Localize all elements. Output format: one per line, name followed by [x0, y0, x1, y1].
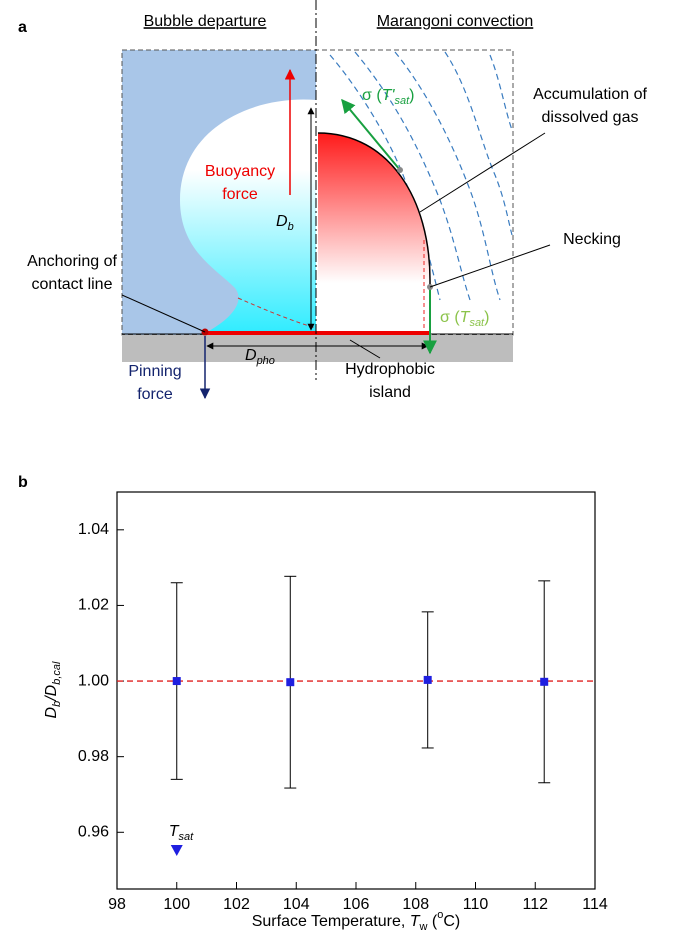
right-title: Marangoni convection — [377, 13, 534, 30]
leader — [349, 339, 381, 359]
x-tick-label: 108 — [402, 896, 429, 913]
point — [397, 167, 403, 173]
sigma-top-arrow — [341, 98, 401, 171]
db-label: Db — [276, 213, 294, 233]
point — [286, 678, 295, 687]
neck-line — [237, 297, 317, 329]
x-tick-label: 98 — [108, 896, 126, 913]
annotation-text: sat — [179, 831, 195, 843]
y-tick-label: 0.98 — [78, 748, 109, 765]
island-label: island — [369, 384, 411, 401]
point — [423, 675, 432, 684]
y-axis-label: Db/Db,cal — [43, 661, 63, 718]
y-tick-label: 0.96 — [78, 824, 109, 841]
y-tick-label: 1.02 — [78, 597, 109, 614]
y-tick-label: 1.04 — [78, 521, 109, 538]
leader — [429, 244, 551, 288]
x-tick-label: 114 — [582, 896, 608, 913]
pinning-label: Pinning — [128, 363, 181, 380]
bubble-outline — [317, 132, 431, 333]
chart: b Surface Temperature, Tw (oC) Db/Db,cal… — [18, 474, 608, 933]
annotation-text: T — [169, 823, 180, 840]
panel-label: a — [18, 19, 27, 36]
x-tick-label: 102 — [223, 896, 250, 913]
x-tick-label: 100 — [163, 896, 190, 913]
frame — [121, 49, 514, 336]
buoyancy-label: force — [222, 186, 258, 203]
necking-label: Necking — [563, 231, 621, 248]
bubble-right — [318, 133, 430, 333]
sigma-top-label: σ (T'sat) — [362, 87, 415, 107]
diagram: a Bubble departure Marangoni convection … — [18, 0, 647, 403]
annotation-marker — [170, 845, 183, 857]
x-tick-label: 104 — [283, 896, 310, 913]
anchoring-label: contact line — [32, 276, 113, 293]
x-axis-label: Surface Temperature, Tw (oC) — [252, 909, 461, 933]
x-tick-label: 110 — [463, 896, 489, 913]
x-tick-label: 112 — [522, 896, 548, 913]
point — [540, 677, 549, 686]
y-tick-label: 1.00 — [78, 672, 109, 689]
pinning-label: force — [137, 386, 173, 403]
accumulation-label: Accumulation of — [533, 86, 647, 103]
dpho-label: Dpho — [245, 347, 275, 367]
anchoring-label: Anchoring of — [27, 253, 117, 270]
streamlines — [329, 51, 513, 301]
sigma-bottom-label: σ (Tsat) — [440, 309, 489, 329]
leader — [121, 294, 206, 333]
x-tick-label: 106 — [343, 896, 370, 913]
point — [172, 677, 181, 686]
left-title: Bubble departure — [144, 13, 267, 30]
bubble-left — [180, 99, 316, 333]
surface — [122, 335, 513, 362]
panel-label: b — [18, 474, 28, 491]
annotation-label: Tsat — [169, 823, 194, 843]
accumulation-label: dissolved gas — [542, 109, 639, 126]
island-label: Hydrophobic — [345, 361, 435, 378]
plot-frame — [116, 491, 596, 890]
leader — [419, 132, 546, 213]
buoyancy-label: Buoyancy — [205, 163, 275, 180]
